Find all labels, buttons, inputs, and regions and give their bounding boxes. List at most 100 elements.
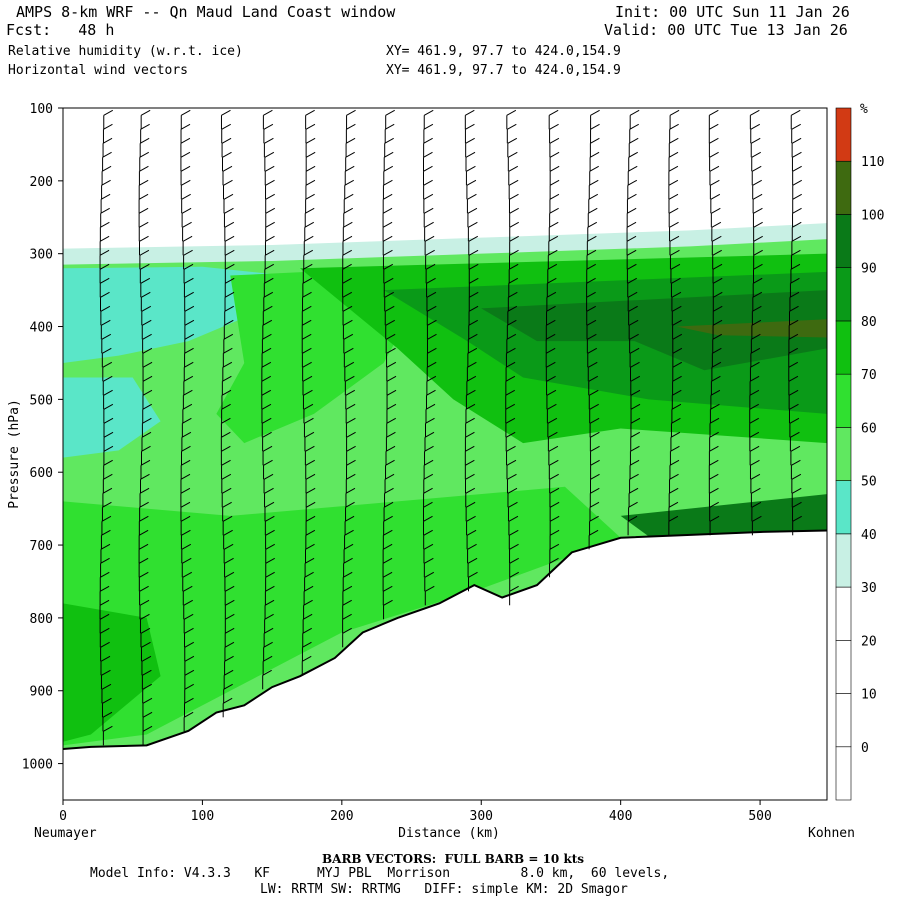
barb-flag bbox=[426, 277, 436, 284]
x-end-location: Kohnen bbox=[808, 826, 855, 841]
barb-flag bbox=[139, 487, 150, 494]
barb-flag bbox=[263, 123, 274, 130]
barb-flag bbox=[383, 599, 393, 606]
barb-flag bbox=[628, 305, 638, 312]
barb-flag bbox=[305, 137, 316, 144]
barb-flag bbox=[302, 277, 313, 284]
barb-flag bbox=[224, 571, 235, 578]
barb-flag bbox=[509, 221, 519, 228]
barb-flag bbox=[304, 207, 315, 214]
barb-flag bbox=[261, 347, 272, 354]
barb-flag bbox=[264, 165, 275, 172]
x-tick-label: 300 bbox=[470, 809, 493, 824]
barb-flag bbox=[261, 389, 272, 396]
barb-flag bbox=[140, 109, 151, 116]
barb-flag bbox=[465, 501, 476, 508]
barb-flag bbox=[749, 375, 760, 382]
y-tick-label: 500 bbox=[30, 393, 53, 408]
barb-flag bbox=[466, 165, 476, 172]
barb-flag bbox=[264, 137, 274, 144]
barb-flag bbox=[384, 123, 395, 130]
barb-flag bbox=[753, 207, 763, 214]
barb-flag bbox=[709, 473, 719, 480]
barb-flag bbox=[752, 305, 762, 312]
barb-flag bbox=[224, 655, 234, 662]
barb-flag bbox=[549, 473, 559, 480]
barb-flag bbox=[346, 459, 356, 466]
barb-flag bbox=[546, 389, 557, 396]
barb-flag bbox=[590, 445, 600, 452]
barb-flag bbox=[221, 459, 231, 466]
barb-flag bbox=[103, 123, 113, 130]
barb-flag bbox=[141, 305, 152, 312]
y-axis: 100 200 300 400 500 600 700 800 900 1000 bbox=[22, 102, 63, 773]
barb-flag bbox=[265, 207, 276, 214]
barb-flag bbox=[669, 137, 679, 144]
barb-flag bbox=[710, 389, 721, 396]
barb-flag bbox=[262, 431, 272, 438]
barb-flag bbox=[386, 361, 397, 368]
barb-flag bbox=[102, 711, 113, 718]
barb-flag bbox=[508, 277, 519, 284]
barb-flag bbox=[383, 151, 394, 158]
barb-column bbox=[261, 109, 276, 690]
barb-column bbox=[749, 109, 763, 536]
barb-flag bbox=[546, 319, 556, 326]
barb-flag bbox=[668, 207, 679, 214]
barb-flag bbox=[549, 487, 560, 494]
barb-flag bbox=[184, 291, 194, 298]
x-tick-label: 400 bbox=[609, 809, 632, 824]
barb-flag bbox=[140, 123, 150, 130]
barb-flag bbox=[343, 193, 354, 200]
barb-flag bbox=[626, 207, 637, 214]
barb-flag bbox=[343, 319, 353, 326]
barb-flag bbox=[221, 445, 231, 452]
barb-flag bbox=[180, 151, 191, 158]
barb-flag bbox=[184, 361, 194, 368]
barb-flag bbox=[468, 221, 478, 228]
barb-flag bbox=[182, 417, 192, 424]
barb-flag bbox=[630, 417, 641, 424]
barb-flag bbox=[465, 109, 475, 116]
barb-flag bbox=[224, 291, 235, 298]
barb-flag bbox=[383, 501, 394, 508]
barb-flag bbox=[588, 193, 599, 200]
barb-flag bbox=[302, 613, 313, 620]
colorbar-swatch bbox=[835, 373, 852, 428]
barb-flag bbox=[467, 543, 477, 550]
barb-flag bbox=[711, 221, 722, 228]
barb-flag bbox=[181, 431, 192, 438]
barb-flag bbox=[466, 375, 477, 382]
barb-flag bbox=[626, 249, 637, 256]
barb-flag bbox=[261, 375, 272, 382]
colorbar-label: 60 bbox=[861, 421, 877, 436]
barb-flag bbox=[506, 109, 517, 116]
barb-flag bbox=[343, 333, 354, 340]
barb-flag bbox=[342, 613, 352, 620]
barb-flag bbox=[751, 151, 761, 158]
barb-flag bbox=[588, 361, 598, 368]
barb-flag bbox=[712, 263, 723, 270]
barb-flag bbox=[790, 263, 801, 270]
barb-flag bbox=[184, 683, 194, 690]
barb-flag bbox=[224, 641, 235, 648]
barb-flag bbox=[224, 277, 235, 284]
colorbar-swatch bbox=[835, 107, 852, 162]
barb-flag bbox=[549, 179, 560, 186]
barb-flag bbox=[709, 417, 720, 424]
barb-flag bbox=[103, 417, 114, 424]
barb-flag bbox=[425, 263, 436, 270]
barb-column bbox=[422, 109, 437, 606]
barb-flag bbox=[222, 151, 232, 158]
x-tick-label: 500 bbox=[748, 809, 771, 824]
barb-flag bbox=[627, 165, 638, 172]
barb-flag bbox=[590, 487, 600, 494]
barb-flag bbox=[221, 403, 231, 410]
barb-flag bbox=[221, 137, 232, 144]
barb-flag bbox=[788, 375, 799, 382]
rh-90-100-region bbox=[481, 290, 827, 371]
barb-flag bbox=[752, 179, 762, 186]
barb-flag bbox=[627, 193, 637, 200]
barb-flag bbox=[468, 305, 479, 312]
colorbar-label: 0 bbox=[861, 741, 869, 756]
